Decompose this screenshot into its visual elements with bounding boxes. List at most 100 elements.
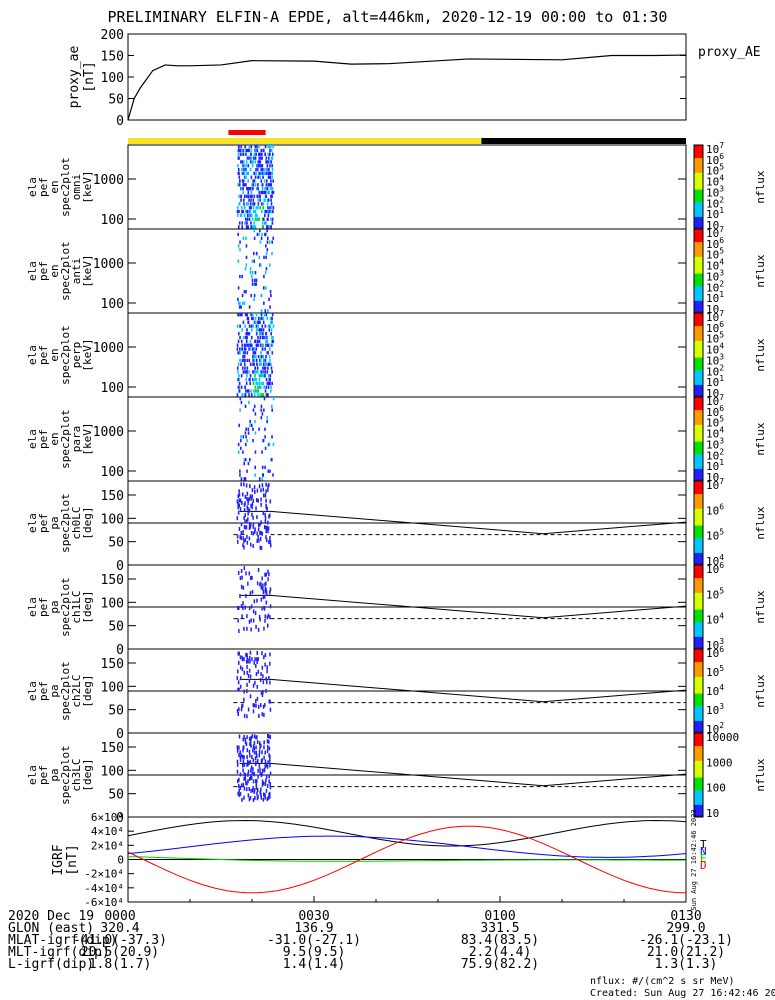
- spec_omni-cell: [270, 202, 273, 206]
- spec_para-cell: [252, 427, 254, 431]
- spec_anti-cell: [242, 236, 245, 240]
- pa_ch1-colorbar-band: [694, 588, 703, 591]
- spec_anti-colorbar-band: [694, 233, 703, 236]
- spec_para-cell: [253, 404, 256, 408]
- pa_ch1-colorbar-band: [694, 638, 703, 642]
- spec_omni-cell: [245, 225, 248, 229]
- spec_omni-colorbar-band: [694, 161, 703, 165]
- spec_omni-cell: [259, 194, 261, 198]
- pa_ch0-colorbar-band: [694, 512, 703, 516]
- pa_ch3-ylabel: spec2plot: [59, 745, 72, 805]
- spec_omni-cell: [253, 202, 256, 206]
- igrf-ytick-label: -2×10⁴: [84, 868, 124, 881]
- spec_omni-cell: [238, 171, 240, 176]
- spec_omni-cell: [238, 183, 241, 187]
- spec_anti-colorbar-band: [694, 254, 703, 257]
- pa_ch3-colorbar-band: [694, 735, 703, 738]
- pa_ch1-cell: [248, 606, 251, 611]
- pa_ch3-cell: [239, 785, 242, 790]
- spec_para-cell: [260, 416, 263, 420]
- spec_para-colorbar-band: [694, 420, 703, 423]
- spec_perp-cell: [246, 366, 249, 370]
- spec_anti-cell: [237, 232, 240, 237]
- spec_perp-cell: [260, 313, 263, 317]
- pa_ch3-cell: [253, 788, 256, 793]
- spec_omni-cell: [241, 171, 244, 176]
- spec_perp-cell: [241, 393, 244, 397]
- pa_ch0-cell: [245, 519, 248, 524]
- pa_ch1-cell: [264, 572, 266, 577]
- spec_omni-cell: [264, 187, 266, 191]
- pa_ch3-cell: [249, 759, 252, 764]
- spec_perp-cell: [253, 351, 256, 355]
- spec_para-colorbar-band: [694, 472, 703, 476]
- spec_para-cell: [247, 427, 250, 431]
- spec_perp-cell: [243, 393, 246, 397]
- pa_ch0-colorbar-band: [694, 499, 703, 503]
- spec_perp-colorbar-band: [694, 336, 703, 339]
- spec_perp-cell: [262, 362, 265, 366]
- pa_ch3-cell: [246, 755, 248, 760]
- spec_omni-cell: [243, 164, 246, 168]
- pa_ch0-cell: [256, 515, 258, 520]
- spec_omni-cell: [255, 171, 257, 176]
- pa_ch0-cell: [238, 489, 240, 494]
- spec_omni-cell: [247, 179, 249, 183]
- pa_ch3-colorbar-band: [694, 733, 703, 736]
- pa_ch3-cell: [244, 740, 247, 745]
- pa_ch0-cell: [265, 535, 267, 540]
- pa_ch1-cell: [256, 598, 258, 603]
- spec_omni-cell: [237, 152, 240, 156]
- pa_ch3-cell: [243, 795, 245, 800]
- spec_perp-cell: [254, 370, 256, 374]
- spec_anti-cell: [249, 267, 252, 271]
- spec_anti-cell: [237, 301, 240, 305]
- spec_perp-cell: [268, 355, 271, 359]
- spec_perp-cell: [267, 381, 269, 386]
- pa_ch2-colorbar-band: [694, 722, 703, 726]
- spec_perp-colorbar-band: [694, 365, 703, 369]
- spec_perp-cell: [247, 332, 249, 336]
- pa_ch1-cell: [244, 605, 246, 610]
- spec_omni-cell: [248, 148, 250, 153]
- spec_perp-ytick-label: 1000: [93, 341, 124, 356]
- spec_perp-cell: [260, 351, 262, 355]
- pa_ch1-ytick-label: 0: [116, 643, 124, 658]
- spec_omni-cell: [263, 213, 266, 218]
- spec_perp-cell: [246, 389, 249, 393]
- pa_ch3-ytick-label: 50: [108, 788, 124, 803]
- spec_perp-cell: [263, 374, 265, 378]
- pa_ch3-cell: [267, 796, 270, 801]
- pa_ch0-cell: [259, 536, 262, 541]
- spec_omni-cell: [252, 198, 255, 202]
- spec_anti-cell: [239, 248, 241, 252]
- spec_perp-cell: [269, 347, 271, 351]
- spec_omni-colorbar-band: [694, 201, 703, 205]
- spec_omni-cell: [261, 187, 264, 191]
- spec_perp-cell: [244, 366, 246, 370]
- spec_perp-cell: [270, 385, 272, 389]
- pa_ch2-colorbar-band: [694, 718, 703, 721]
- pa_ch1-colorbar-band: [694, 569, 703, 572]
- spec_perp-cell: [247, 316, 250, 321]
- pa_ch2-ylabel: [deg]: [81, 674, 94, 707]
- pa_ch1-ylabel: ch1LC: [70, 590, 83, 623]
- pa_ch2-cell: [241, 657, 244, 662]
- spec_perp-cell: [252, 362, 254, 366]
- ae-ytick-label: 150: [101, 50, 124, 65]
- spec_omni-cell: [272, 206, 275, 210]
- pa_ch0-colorbar-band: [694, 527, 703, 530]
- spec_omni-cell: [250, 190, 253, 195]
- spec_omni-cell: [252, 160, 254, 164]
- pa_ch0-colorbar-band: [694, 523, 703, 526]
- pa_ch3-cell: [251, 734, 254, 739]
- pa_ch3-cell: [248, 736, 251, 741]
- pa_ch2-cell: [264, 662, 266, 667]
- spec_omni-cell: [259, 198, 261, 202]
- pa_ch2-colorbar-band: [694, 680, 703, 684]
- spec_anti-cell: [271, 240, 274, 244]
- pa_ch2-cell: [241, 667, 244, 672]
- spec_omni-cell: [261, 171, 264, 176]
- spec_para-colorbar-band: [694, 443, 703, 446]
- spec_omni-cell: [251, 183, 253, 187]
